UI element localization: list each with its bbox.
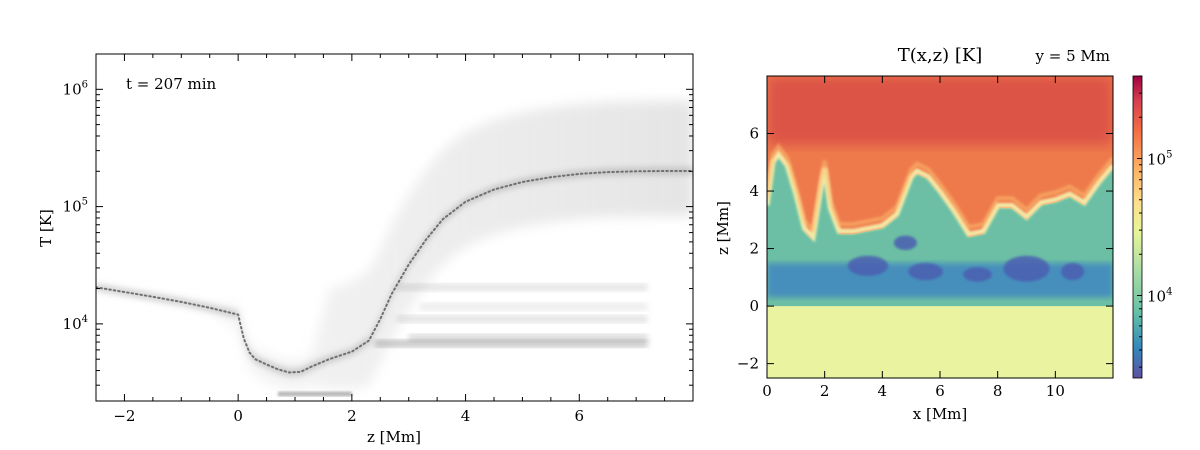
- transition-region-edge: [767, 149, 1113, 243]
- cool-pocket: [1003, 255, 1050, 282]
- x-tick-label: 4: [878, 382, 888, 400]
- x-tick-label: 10: [1046, 382, 1065, 400]
- right-x-axis-label: x [Mm]: [913, 405, 968, 423]
- left-y-axis-label: T [K]: [37, 209, 55, 247]
- histogram-streak: [374, 339, 648, 348]
- series-layer: [96, 170, 693, 374]
- colorbar-tick-label: 105: [1147, 149, 1172, 168]
- colorbar-tick-label: 104: [1147, 287, 1172, 306]
- left-tick-layer: −2 0 2 4 6 104 105 106: [63, 53, 693, 425]
- histogram-background: [96, 101, 693, 397]
- left-x-axis-label: z [Mm]: [367, 428, 421, 446]
- x-tick-label: 0: [762, 382, 772, 400]
- heatmap-title: T(x,z) [K]: [898, 45, 983, 66]
- right-y-axis-label: z [Mm]: [714, 201, 732, 255]
- histogram-floor: [277, 391, 352, 397]
- histogram-streak: [397, 283, 648, 292]
- y-tick-label: 2: [749, 240, 759, 258]
- histogram-upper-spread: [96, 101, 693, 389]
- x-tick-label: 6: [935, 382, 945, 400]
- y-tick-label: 106: [63, 79, 88, 98]
- histogram-streak: [408, 333, 648, 342]
- x-tick-label: 6: [575, 407, 585, 425]
- x-tick-label: 2: [820, 382, 830, 400]
- transition-region-glow: [767, 143, 1113, 235]
- y-tick-label: 4: [749, 182, 759, 200]
- colorbar-tick-layer: 104 105: [1137, 75, 1172, 368]
- time-annotation: t = 207 min: [126, 75, 217, 93]
- y-tick-label: −2: [737, 355, 759, 373]
- y-tick-label: 105: [63, 197, 88, 216]
- left-plot-frame: [95, 53, 694, 402]
- cool-pocket: [847, 255, 889, 276]
- cool-pocket: [908, 262, 943, 281]
- histogram-streak: [397, 315, 648, 324]
- median-temperature-line: [96, 170, 693, 374]
- cool-pocket: [893, 235, 917, 251]
- y-tick-label: 6: [749, 125, 759, 143]
- cool-pocket: [963, 267, 992, 282]
- x-tick-label: −2: [113, 407, 135, 425]
- temperature-heatmap: [767, 76, 1113, 378]
- left-panel: −2 0 2 4 6 104 105 106 t = 207 min z [Mm] T [K]: [37, 53, 694, 446]
- histogram-streak: [420, 302, 648, 311]
- y-tick-label: 0: [749, 297, 759, 315]
- x-tick-label: 4: [461, 407, 471, 425]
- x-tick-label: 0: [233, 407, 243, 425]
- cool-pocket: [1061, 262, 1085, 281]
- y-tick-label: 104: [63, 314, 88, 333]
- heatmap-subtitle: y = 5 Mm: [1035, 47, 1110, 65]
- x-tick-label: 2: [347, 407, 357, 425]
- x-tick-label: 8: [993, 382, 1003, 400]
- colorbar: [1132, 75, 1143, 379]
- hot-corona: [767, 76, 1113, 146]
